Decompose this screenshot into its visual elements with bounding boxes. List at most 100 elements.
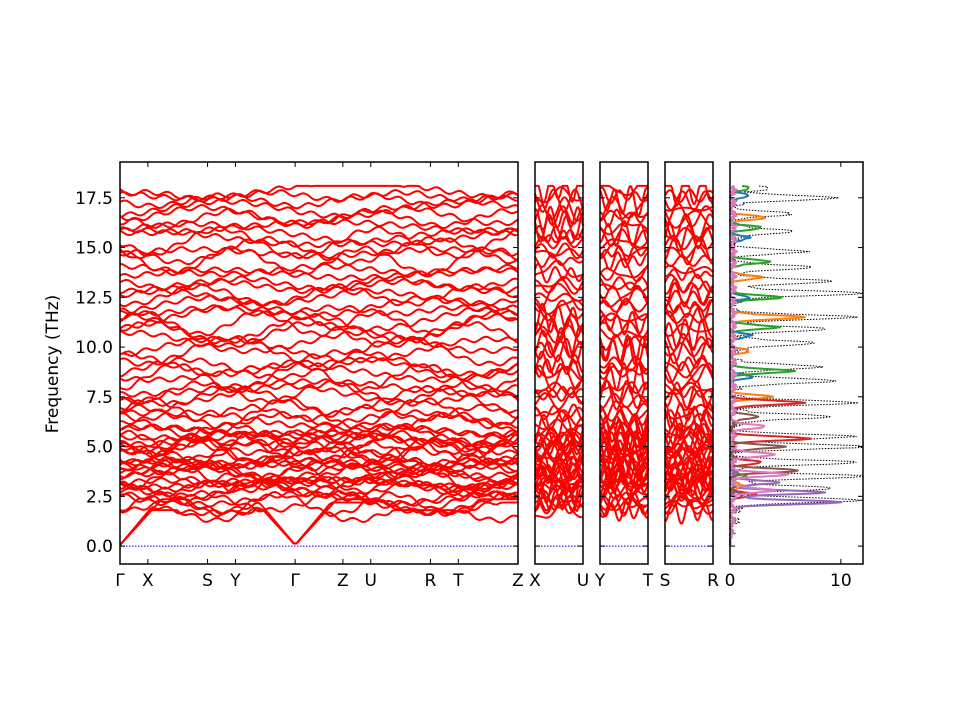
band-branch bbox=[599, 400, 649, 426]
band-branch bbox=[664, 213, 714, 242]
band-branch bbox=[534, 416, 584, 433]
band-branch bbox=[119, 429, 519, 457]
band-branch bbox=[534, 475, 584, 489]
band-branch bbox=[119, 460, 519, 488]
dos-panel-frame bbox=[729, 161, 864, 565]
y-tick-label: 15.0 bbox=[75, 239, 113, 259]
band-branch bbox=[599, 310, 649, 336]
k-point-label: Γ bbox=[115, 571, 125, 591]
band-panel-frame bbox=[534, 161, 584, 565]
band-panel-frame bbox=[599, 161, 649, 565]
band-branch bbox=[664, 409, 714, 440]
band-branch bbox=[119, 397, 519, 430]
band-branch bbox=[599, 196, 649, 222]
band-branch bbox=[119, 421, 519, 455]
band-branch bbox=[119, 380, 519, 405]
band-branch bbox=[119, 192, 519, 210]
band-branch bbox=[534, 299, 584, 322]
band-branch bbox=[534, 414, 584, 448]
band-branch bbox=[600, 184, 649, 197]
band-branch bbox=[119, 245, 519, 277]
k-point-label: R bbox=[707, 571, 719, 591]
band-branch bbox=[664, 491, 714, 510]
band-branch bbox=[664, 236, 714, 266]
y-tick-label: 10.0 bbox=[75, 338, 113, 358]
band-branch bbox=[119, 304, 519, 317]
band-branch bbox=[599, 208, 649, 228]
band-branch bbox=[119, 409, 519, 429]
band-branch bbox=[119, 456, 519, 470]
band-branch bbox=[534, 275, 584, 291]
band-branch bbox=[599, 408, 649, 430]
band-branch bbox=[119, 304, 519, 333]
band-branch bbox=[599, 297, 649, 322]
band-branch bbox=[534, 242, 584, 260]
band-branch bbox=[599, 222, 649, 236]
k-point-label: Z bbox=[337, 571, 349, 591]
band-curves bbox=[119, 184, 714, 547]
band-branch bbox=[664, 234, 714, 251]
band-branch bbox=[599, 450, 649, 465]
k-point-label: S bbox=[660, 571, 671, 591]
band-branch bbox=[534, 431, 584, 446]
band-branch bbox=[665, 184, 714, 207]
band-branch bbox=[664, 245, 714, 262]
band-branch bbox=[664, 277, 714, 295]
dos-curves bbox=[728, 184, 865, 547]
band-branch bbox=[599, 245, 649, 261]
k-point-label: U bbox=[577, 571, 589, 591]
band-branch bbox=[119, 287, 519, 307]
k-point-label: R bbox=[425, 571, 437, 591]
band-branch bbox=[119, 382, 519, 407]
dos-x-tick-label: 10 bbox=[830, 571, 852, 591]
band-branch bbox=[599, 453, 649, 486]
k-point-label: T bbox=[642, 571, 654, 591]
y-tick-label: 12.5 bbox=[75, 288, 113, 308]
band-branch bbox=[599, 251, 649, 271]
band-branch bbox=[535, 278, 584, 295]
band-branch bbox=[664, 190, 714, 212]
band-branch bbox=[599, 379, 649, 405]
band-branch bbox=[664, 380, 714, 410]
y-tick-label: 7.5 bbox=[86, 388, 113, 408]
k-point-label: Z bbox=[512, 571, 524, 591]
band-branch bbox=[599, 469, 649, 499]
dos-x-tick-label: 0 bbox=[725, 571, 736, 591]
band-branch bbox=[664, 422, 714, 454]
dos-total-curve bbox=[728, 185, 865, 547]
band-branch bbox=[664, 266, 714, 282]
band-branch bbox=[534, 247, 583, 259]
band-branch bbox=[664, 264, 714, 275]
band-branch bbox=[119, 220, 519, 248]
band-branch bbox=[119, 455, 519, 485]
band-branch bbox=[534, 358, 584, 379]
band-branch bbox=[119, 226, 519, 249]
band-branch bbox=[534, 474, 584, 495]
band-branch bbox=[599, 281, 649, 292]
band-branch bbox=[534, 406, 584, 419]
band-branch bbox=[119, 204, 519, 227]
band-branch bbox=[599, 450, 649, 481]
band-branch bbox=[119, 335, 519, 364]
k-point-label: S bbox=[202, 571, 213, 591]
band-branch bbox=[119, 356, 519, 381]
k-point-label: Γ bbox=[290, 571, 300, 591]
y-tick-label: 2.5 bbox=[86, 487, 113, 507]
band-branch bbox=[664, 341, 714, 358]
band-branch bbox=[599, 381, 649, 395]
band-branch bbox=[534, 196, 584, 222]
y-tick-label: 5.0 bbox=[86, 438, 113, 458]
axis-ticks bbox=[119, 162, 863, 564]
y-axis-label: Frequency (THz) bbox=[43, 295, 63, 434]
band-branch bbox=[599, 228, 649, 247]
band-branch bbox=[664, 459, 714, 489]
band-branch bbox=[599, 284, 649, 306]
band-branch bbox=[119, 198, 519, 220]
band-branch bbox=[119, 334, 519, 368]
band-branch bbox=[599, 257, 649, 283]
y-tick-label: 17.5 bbox=[75, 189, 113, 209]
band-branch bbox=[119, 361, 519, 384]
band-branch bbox=[119, 424, 519, 441]
band-branch bbox=[664, 273, 714, 294]
band-branch bbox=[664, 318, 714, 351]
